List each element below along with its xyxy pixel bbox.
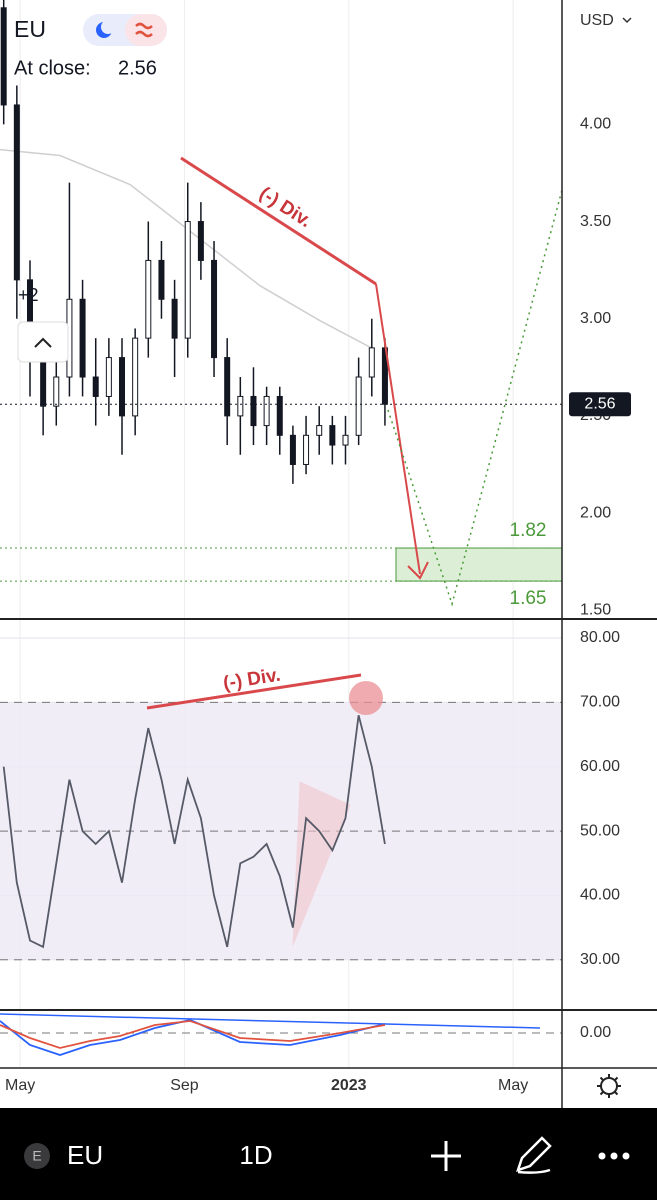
y-tick-label: 70.00: [580, 694, 620, 711]
target-zone: [395, 547, 563, 582]
y-tick-label: 1.50: [580, 601, 611, 618]
candle-body: [355, 376, 362, 436]
y-tick-label: 0.00: [580, 1024, 611, 1041]
collapse-button[interactable]: [17, 321, 69, 363]
candle-body: [0, 7, 7, 106]
series-line: [0, 1019, 386, 1056]
symbol: EU: [14, 16, 46, 42]
close-value: 2.56: [118, 57, 157, 79]
add-icon[interactable]: [431, 1141, 461, 1171]
highlight-circle: [349, 681, 383, 715]
toggle-right[interactable]: [125, 14, 167, 46]
candle-body: [79, 298, 86, 378]
trend-line: [0, 1013, 541, 1029]
level-label: 1.82: [510, 520, 547, 541]
x-tick-label: 2023: [331, 1077, 367, 1094]
y-tick-label: 80.00: [580, 629, 620, 646]
candle-body: [145, 259, 152, 339]
chevron-up: [34, 337, 52, 348]
y-tick-label: 2.00: [580, 504, 611, 521]
x-tick-label: Sep: [170, 1077, 199, 1094]
candle-body: [132, 337, 139, 417]
y-tick-label: 4.00: [580, 116, 611, 133]
x-tick-label: May: [5, 1077, 35, 1094]
triangle-pattern: [292, 781, 351, 946]
candle-body: [329, 425, 336, 446]
candle-body: [224, 357, 231, 417]
candle-body: [263, 395, 270, 427]
y-tick-label: 30.00: [580, 951, 620, 968]
y-tick-label: 60.00: [580, 758, 620, 775]
settings-teeth: [597, 1074, 621, 1098]
x-tick-label: May: [498, 1077, 528, 1094]
candle-body: [92, 376, 99, 397]
candle-body: [13, 104, 20, 281]
candle-body: [276, 395, 283, 436]
y-tick-label: 3.50: [580, 213, 611, 230]
badge: +2: [18, 285, 39, 305]
level-label: 1.65: [510, 588, 547, 609]
candle-body: [237, 395, 244, 417]
candle-body: [119, 357, 126, 417]
divergence-line: [146, 673, 362, 710]
close-label: At close:: [14, 57, 91, 79]
projection-path: [387, 189, 563, 607]
last-price-box: [569, 392, 631, 417]
candle-body: [289, 434, 296, 465]
candle-body: [303, 434, 310, 465]
candle-body: [171, 298, 178, 339]
candle-body: [105, 357, 112, 397]
candle-body: [53, 376, 60, 407]
chevron: [622, 17, 632, 24]
candle-body: [184, 221, 191, 339]
candle-body: [316, 425, 323, 436]
arrow-head: [407, 561, 429, 580]
candle-body: [40, 357, 47, 407]
draw-icon[interactable]: [516, 1136, 552, 1174]
series-line: [2, 714, 386, 949]
bottom-symbol[interactable]: EU: [67, 1140, 103, 1170]
interval[interactable]: 1D: [239, 1140, 272, 1170]
y-tick-label: 3.00: [580, 310, 611, 327]
divergence-line: [180, 156, 377, 286]
series-line: [0, 1020, 386, 1049]
wave-icon: [135, 22, 153, 38]
last-price-label: 2.56: [584, 395, 615, 412]
projection-arrow: [375, 283, 421, 575]
logo-letter: E: [32, 1148, 41, 1164]
under-layer: [0, 0, 563, 1068]
bottom-bar: [0, 1108, 657, 1200]
currency[interactable]: USD: [580, 12, 614, 29]
y-tick-label: 50.00: [580, 822, 620, 839]
candle-body: [211, 259, 218, 359]
over-layer: MaySep2023May1.502.002.503.003.504.001.8…: [0, 116, 631, 1094]
moon-cut: [101, 20, 115, 34]
candle-body: [250, 395, 257, 427]
candle-body: [197, 221, 204, 261]
symbol-logo[interactable]: [24, 1143, 50, 1169]
y-tick-label: 40.00: [580, 887, 620, 904]
more-icon[interactable]: [598, 1152, 630, 1160]
candle-body: [158, 259, 165, 300]
candle-body: [342, 434, 349, 446]
candle-body: [368, 347, 375, 378]
